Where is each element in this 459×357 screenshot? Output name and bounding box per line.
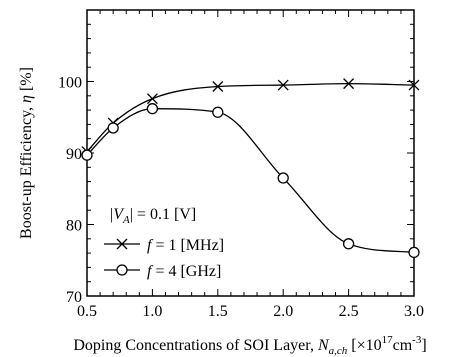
x-axis-label-sub: a,ch [329,345,348,357]
y-axis-label: Boost-up Efficiency, η [%] [18,67,35,239]
legend-marker-x [116,238,128,250]
data-point-circle-marker [277,172,289,184]
legend-label-1mhz: f = 1 [MHz] [147,237,224,254]
data-point-x-marker [212,81,224,92]
data-point-x-marker [146,93,158,105]
y-tick-label: 100 [58,75,82,92]
legend-marker-circle [116,264,128,276]
x-axis-label-symbol: N [317,337,330,354]
data-point-circle-marker [408,246,420,259]
x-axis-label-unit-open: [×10 [347,337,381,354]
legend-title-sub: A [122,214,130,226]
x-tick-label: 2.5 [339,303,359,320]
series-layer [81,78,420,259]
axis-ticks [86,9,415,297]
x-tick-label: 0.5 [77,303,97,320]
x-axis-label-unit-exp: 17 [382,334,394,346]
x-axis-label-unit-close: ] [421,337,426,354]
legend-label-4ghz-symbol: f [147,263,154,280]
x-tick-label: 1.0 [142,303,162,320]
data-point-circle-marker [81,149,93,161]
y-tick-labels: 70 80 90 100 [58,75,82,307]
legend-title-symbol: V [113,206,125,223]
y-tick-label: 80 [66,218,82,235]
plot-frame [86,9,415,297]
legend-title-rest: | = 0.1 [V] [130,206,196,223]
y-tick-label: 70 [66,289,82,306]
data-point-x-marker [277,79,289,91]
legend-label-1mhz-symbol: f [147,237,154,254]
legend-label-4ghz-rest: = 4 [GHz] [151,263,221,280]
data-point-circle-marker [212,106,224,118]
data-point-x-marker [408,79,420,91]
data-point-circle-marker [107,122,119,134]
y-axis-label-symbol: η [18,95,35,103]
x-axis-label-unit-cm: cm [393,337,413,354]
x-tick-labels: 0.5 1.0 1.5 2.0 2.5 3.0 [77,303,424,320]
y-tick-label: 90 [66,146,82,163]
x-axis-label: Doping Concentrations of SOI Layer, Na,c… [73,334,426,357]
series-line-4ghz [86,108,415,254]
x-tick-label: 2.0 [273,303,293,320]
legend-title-open: | [110,206,113,223]
legend-title: |VA| = 0.1 [V] [110,206,196,226]
x-axis-label-unit-cmexp: -3 [412,334,422,346]
legend-label-4ghz: f = 4 [GHz] [147,263,221,280]
x-tick-label: 1.5 [208,303,228,320]
x-tick-label: 3.0 [404,303,424,320]
legend: |VA| = 0.1 [V] f = 1 [MHz] f = 4 [GHz] [104,206,224,280]
y-axis-label-main: Boost-up Efficiency, [18,103,35,239]
data-point-x-marker [343,78,355,90]
x-axis-label-main: Doping Concentrations of SOI Layer, [73,337,318,354]
series-line-1mhz [86,82,415,153]
data-point-circle-marker [342,238,355,250]
y-axis-label-unit: [%] [18,67,35,95]
legend-label-1mhz-rest: = 1 [MHz] [151,237,224,254]
data-point-circle-marker [146,103,159,115]
